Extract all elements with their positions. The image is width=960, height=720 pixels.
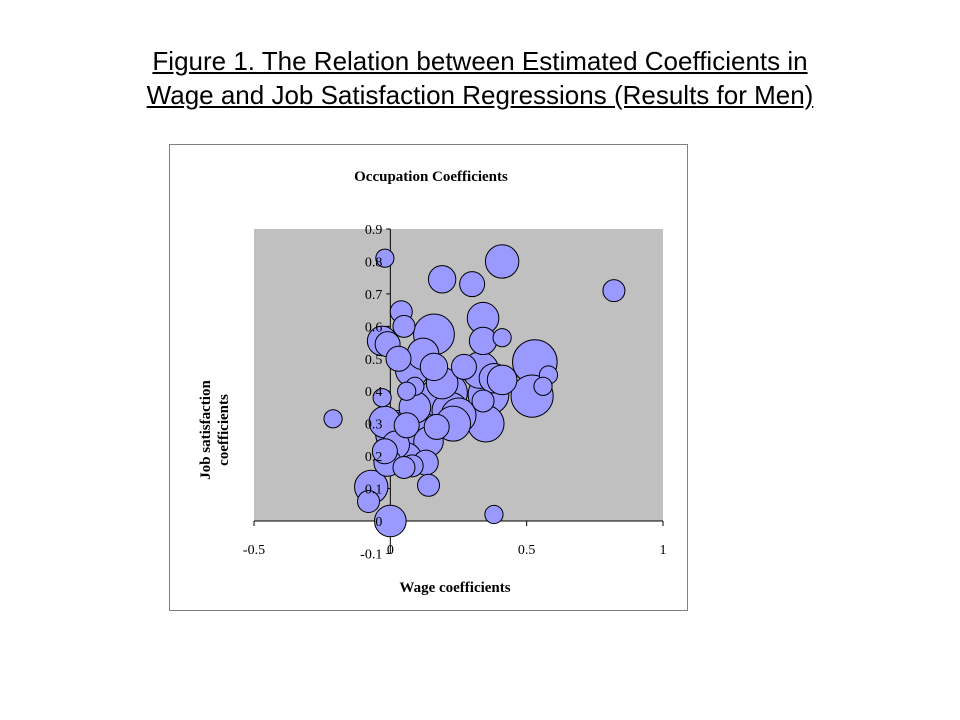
bubble-point (484, 244, 520, 279)
x-tick-label: 0 (387, 543, 394, 558)
bubble-point (423, 413, 450, 440)
bubble-point (486, 364, 518, 396)
tick-labels: -0.1 0 0.1 0.2 0.3 0.4 0.5 0.6 0.7 0.8 0.9 -0.5 0 0.5… (243, 223, 667, 562)
y-tick-label: 0.7 (365, 288, 383, 303)
bubble-point (397, 381, 417, 401)
y-tick-label: 0.5 (365, 353, 383, 368)
bubble-point (450, 353, 477, 380)
bubble-point (602, 279, 626, 303)
y-axis-label-line1: Job satisfaction (198, 380, 214, 480)
bubble-point (393, 412, 420, 439)
slide-title: Figure 1. The Relation between Estimated… (0, 44, 960, 112)
y-tick-label: 0.8 (365, 255, 383, 270)
bubbles (323, 244, 626, 538)
y-tick-label: 0 (375, 515, 382, 530)
bubble-point (484, 504, 504, 525)
chart-title: Occupation Coefficients (354, 169, 508, 185)
scatter-chart: Occupation Coefficients -0.1 0 0.1 0.2 0.3 0.… (198, 169, 667, 596)
bubble-point (371, 438, 398, 465)
y-tick-label: 0.1 (365, 483, 383, 498)
bubble-point (375, 248, 395, 268)
bubble-point (533, 376, 553, 396)
y-tick-label: -0.1 (360, 547, 382, 562)
bubble-point (323, 409, 343, 429)
y-tick-label: 0.3 (365, 418, 383, 433)
bubble-point (392, 314, 416, 338)
bubble-point (492, 328, 512, 348)
bubble-point (471, 389, 495, 413)
slide-title-line2: Wage and Job Satisfaction Regressions (R… (146, 80, 814, 110)
y-axis-label-line2: coefficients (216, 394, 232, 466)
bubble-point (392, 455, 416, 479)
chart-frame: Occupation Coefficients -0.1 0 0.1 0.2 0.3 0.… (169, 144, 688, 611)
bubble-point (419, 352, 449, 382)
bubble-point (374, 504, 407, 538)
bubble-point (372, 388, 392, 408)
y-tick-label: 0.4 (365, 385, 383, 400)
bubble-point (385, 345, 412, 372)
x-axis-label: Wage coefficients (399, 580, 510, 596)
y-tick-label: 0.6 (365, 320, 383, 335)
y-tick-label: 0.9 (365, 223, 383, 238)
bubble-point (417, 473, 441, 497)
slide-title-line1: Figure 1. The Relation between Estimated… (152, 46, 808, 76)
x-tick-label: 0.5 (518, 543, 536, 558)
x-tick-label: 1 (660, 543, 667, 558)
bubble-point (427, 265, 457, 294)
bubble-point (468, 326, 498, 356)
y-axis-label: Job satisfaction coefficients (198, 380, 232, 480)
y-tick-label: 0.2 (365, 450, 383, 465)
bubble-point (357, 490, 381, 514)
x-tick-label: -0.5 (243, 543, 265, 558)
bubble-point (459, 271, 486, 298)
